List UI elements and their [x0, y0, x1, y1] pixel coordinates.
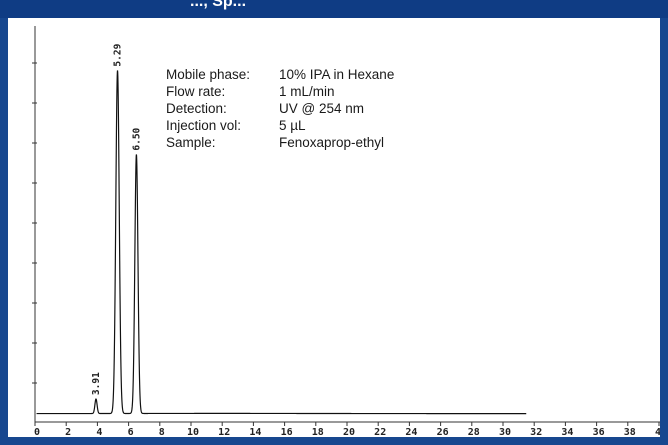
x-tick-label: 10 — [187, 427, 199, 437]
x-tick-label: 16 — [281, 427, 293, 437]
trace-group — [36, 70, 527, 415]
x-tick-label: 8 — [159, 427, 165, 437]
x-tick-label: 30 — [499, 427, 511, 437]
cond-label-injection-vol: Injection vol: — [166, 118, 241, 133]
cond-value-sample: Fenoxaprop-ethyl — [279, 135, 384, 150]
cond-label-detection: Detection: — [166, 101, 227, 116]
cond-label-flow-rate: Flow rate: — [166, 84, 225, 99]
x-tick-label: 0 — [34, 427, 40, 437]
peak-label: 6.50 — [131, 127, 142, 150]
x-tick-label: 34 — [561, 427, 573, 437]
cond-label-sample: Sample: — [166, 135, 216, 150]
x-tick-label: 28 — [468, 427, 480, 437]
x-tick-label: 40 — [655, 427, 660, 437]
title-strip: ..., Sp... — [0, 0, 668, 18]
chromatogram-plot: 0246810121416182022242628303234363840 3.… — [8, 18, 667, 438]
axes-group — [32, 26, 660, 423]
cond-value-injection-vol: 5 µL — [279, 118, 306, 133]
peak-labels-group: 3.91 5.29 6.50 — [91, 43, 142, 395]
cond-value-flow-rate: 1 mL/min — [279, 84, 335, 99]
x-tick-label: 26 — [437, 427, 449, 437]
conditions-block: Mobile phase: 10% IPA in Hexane Flow rat… — [166, 67, 394, 150]
x-tick-label: 22 — [374, 427, 386, 437]
x-tick-label: 6 — [128, 427, 134, 437]
x-tick-label: 20 — [343, 427, 355, 437]
x-tick-label: 4 — [96, 427, 102, 437]
cond-value-detection: UV @ 254 nm — [279, 101, 364, 116]
chromatogram-trace — [36, 70, 527, 415]
x-tick-label: 24 — [405, 427, 417, 437]
x-tick-label: 2 — [65, 427, 71, 437]
x-ticks-group: 0246810121416182022242628303234363840 — [34, 422, 667, 438]
x-tick-label: 32 — [530, 427, 542, 437]
x-tick-label: 18 — [312, 427, 324, 437]
cond-label-mobile-phase: Mobile phase: — [166, 67, 250, 82]
x-tick-label: 36 — [593, 427, 605, 437]
figure-title: ..., Sp... — [190, 0, 247, 10]
cond-value-mobile-phase: 10% IPA in Hexane — [279, 67, 394, 82]
x-tick-label: 38 — [624, 427, 636, 437]
chromatogram-svg: 0246810121416182022242628303234363840 3.… — [32, 26, 667, 438]
peak-label: 3.91 — [91, 372, 102, 395]
peak-label: 5.29 — [113, 43, 124, 66]
x-tick-label: 12 — [218, 427, 230, 437]
x-tick-label: 14 — [249, 427, 261, 437]
